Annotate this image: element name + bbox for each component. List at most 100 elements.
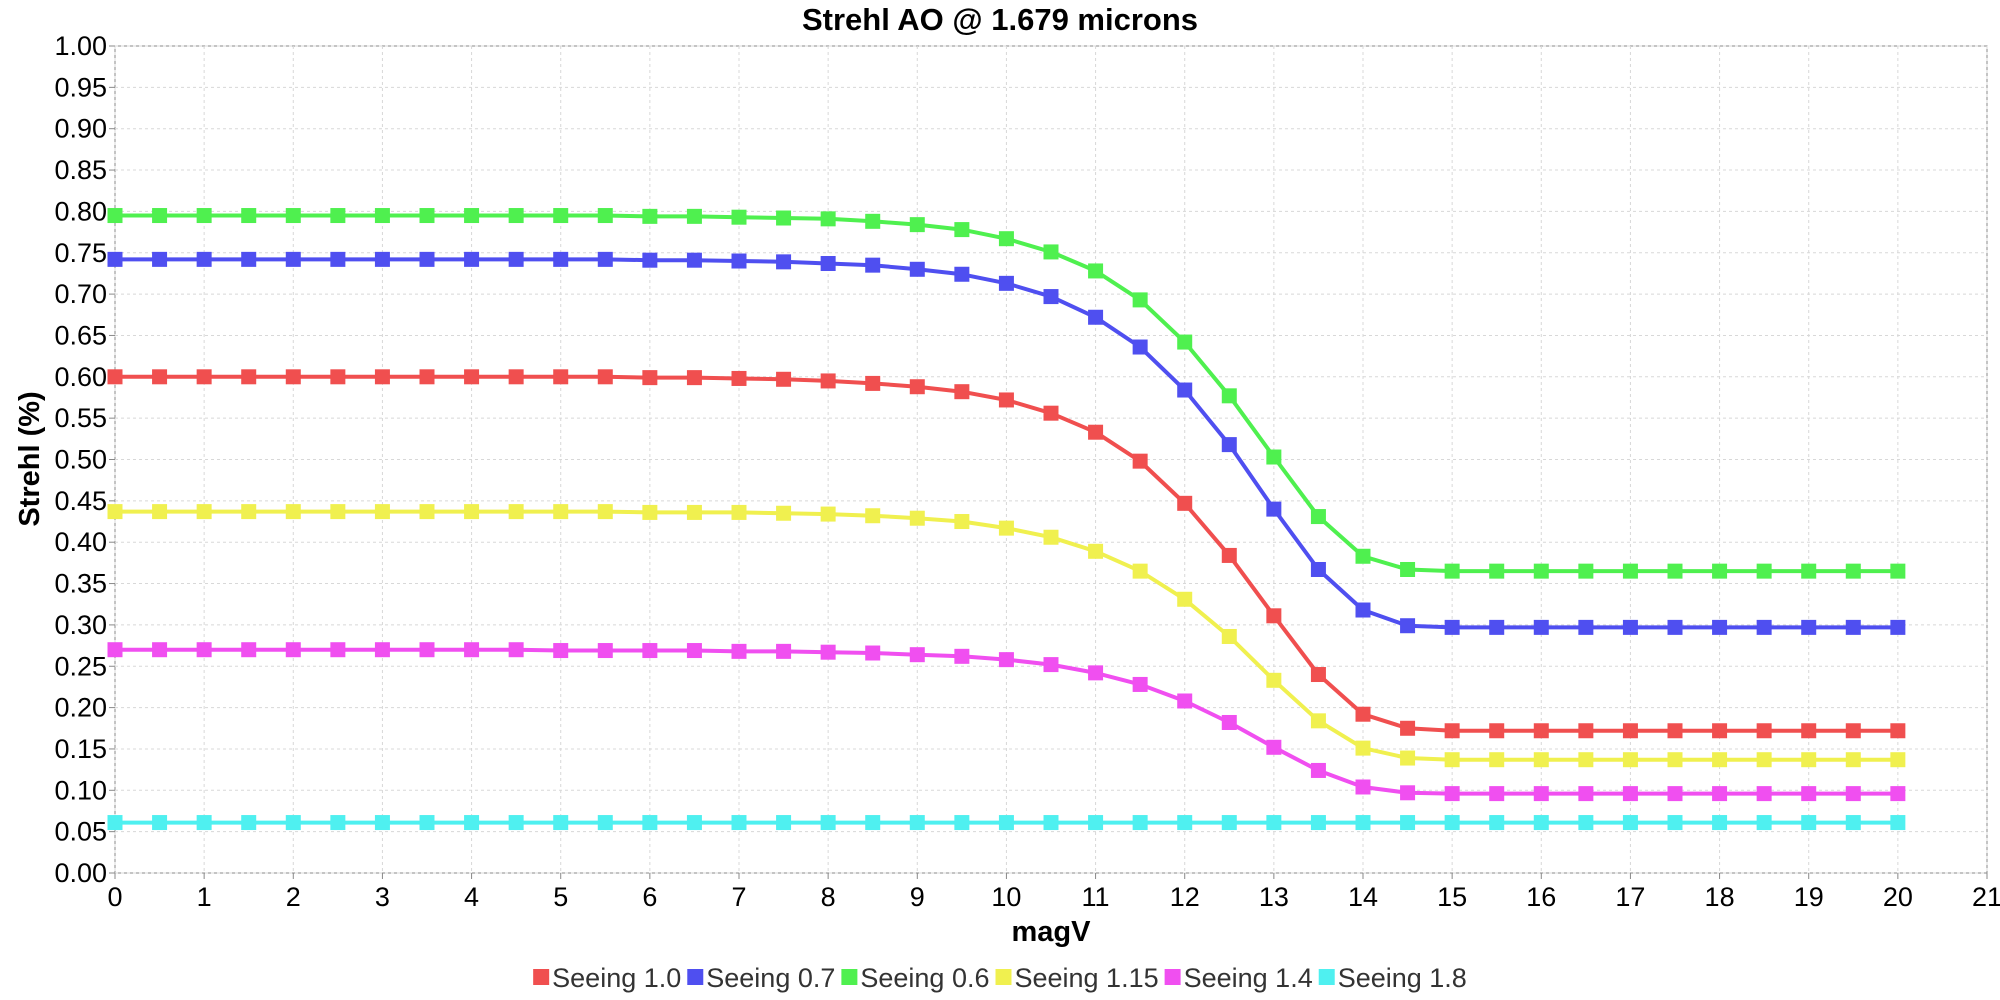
series-point — [1756, 619, 1772, 635]
series-point — [1667, 815, 1683, 831]
series-point — [464, 815, 480, 831]
series-point — [1132, 339, 1148, 355]
series-point — [241, 369, 257, 385]
legend-label: Seeing 1.15 — [1014, 963, 1158, 993]
series-point — [107, 815, 123, 831]
y-tick-label: 0.75 — [54, 238, 107, 268]
series-point — [419, 815, 435, 831]
series-point — [954, 514, 970, 530]
series-point — [820, 373, 836, 389]
series-point — [1043, 289, 1059, 305]
series-point — [731, 370, 747, 386]
series-point — [1266, 739, 1282, 755]
series-point — [241, 251, 257, 267]
legend-swatch — [533, 969, 550, 985]
series-point — [152, 504, 168, 520]
series-point — [152, 208, 168, 224]
series-point — [1400, 618, 1416, 634]
series-point — [1489, 619, 1505, 635]
series-point — [1088, 424, 1104, 440]
series-point — [1266, 501, 1282, 517]
series-point — [1667, 723, 1683, 739]
series-point — [196, 504, 212, 520]
series-point — [1310, 667, 1326, 683]
legend-label: Seeing 0.7 — [706, 963, 835, 993]
legend: Seeing 1.0 Seeing 0.7 Seeing 0.6 Seeing 1.1… — [533, 963, 1467, 993]
series-0 — [107, 369, 1906, 739]
series-point — [152, 642, 168, 658]
y-tick-label: 0.65 — [54, 320, 107, 350]
series-point — [1177, 382, 1193, 398]
series-point — [1712, 619, 1728, 635]
series-point — [1890, 723, 1906, 739]
series-point — [464, 504, 480, 520]
series-point — [508, 504, 524, 520]
series-point — [285, 369, 301, 385]
x-tick-label: 14 — [1348, 882, 1378, 912]
series-point — [374, 642, 390, 658]
legend-swatch — [1318, 969, 1335, 985]
series-point — [820, 644, 836, 660]
series-point — [241, 504, 257, 520]
series-point — [1400, 750, 1416, 766]
series-point — [1756, 786, 1772, 802]
series-point — [1310, 509, 1326, 525]
series-point — [374, 251, 390, 267]
series-point — [1221, 714, 1237, 730]
series-point — [820, 506, 836, 522]
series-point — [419, 251, 435, 267]
series-point — [1890, 752, 1906, 768]
series-point — [152, 369, 168, 385]
y-tick-label: 0.80 — [54, 196, 107, 226]
series-point — [776, 505, 792, 521]
y-axis-label: Strehl (%) — [14, 391, 46, 526]
series-point — [107, 369, 123, 385]
series-point — [1355, 706, 1371, 722]
series-point — [1845, 786, 1861, 802]
series-point — [464, 642, 480, 658]
series-point — [374, 208, 390, 224]
series-point — [330, 369, 346, 385]
series-point — [865, 257, 881, 273]
series-point — [1400, 561, 1416, 577]
series-point — [1221, 437, 1237, 453]
series-point — [1355, 548, 1371, 564]
series-point — [1444, 752, 1460, 768]
series-point — [954, 815, 970, 831]
series-point — [642, 208, 658, 224]
series-point — [776, 254, 792, 270]
y-tick-label: 0.00 — [54, 858, 107, 888]
series-point — [998, 815, 1014, 831]
y-tick-label: 0.60 — [54, 362, 107, 392]
y-tick-label: 0.20 — [54, 693, 107, 723]
series-point — [909, 510, 925, 526]
series-point — [1132, 453, 1148, 469]
series-point — [1712, 815, 1728, 831]
series-point — [330, 251, 346, 267]
x-tick-label: 0 — [107, 882, 122, 912]
x-axis-label: magV — [1012, 916, 1092, 948]
series-point — [1712, 786, 1728, 802]
y-tick-label: 0.85 — [54, 155, 107, 185]
series-4 — [107, 642, 1906, 802]
series-point — [553, 504, 569, 520]
y-tick-label: 0.70 — [54, 279, 107, 309]
series-point — [1400, 720, 1416, 736]
y-tick-label: 0.15 — [54, 734, 107, 764]
x-tick-label: 12 — [1170, 882, 1200, 912]
series-point — [909, 815, 925, 831]
series-point — [954, 266, 970, 282]
series-point — [954, 222, 970, 238]
series-point — [196, 251, 212, 267]
series-point — [1310, 713, 1326, 729]
series-point — [196, 815, 212, 831]
x-tick-label: 3 — [375, 882, 390, 912]
series-point — [820, 211, 836, 227]
series-point — [731, 209, 747, 225]
legend-item: Seeing 0.7 — [687, 963, 835, 993]
y-tick-label: 0.05 — [54, 817, 107, 847]
series-point — [1489, 723, 1505, 739]
series-point — [1177, 591, 1193, 607]
series-point — [776, 210, 792, 226]
series-point — [1622, 619, 1638, 635]
